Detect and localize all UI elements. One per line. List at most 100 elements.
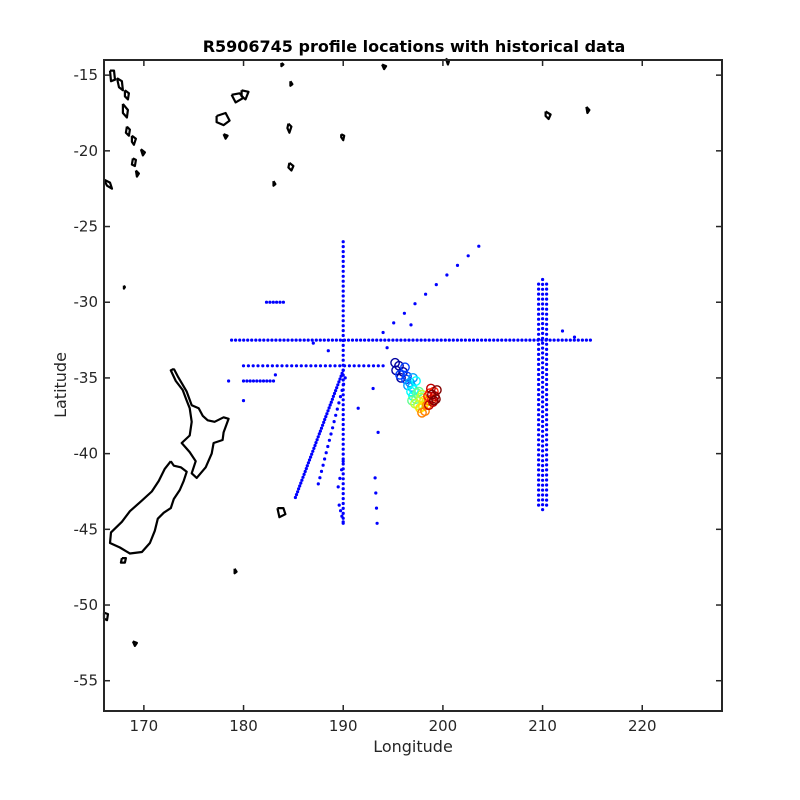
historical-point: [480, 338, 484, 342]
historical-point: [484, 338, 488, 342]
historical-point: [299, 481, 303, 485]
historical-point: [341, 511, 345, 515]
historical-point: [341, 501, 345, 506]
historical-point: [541, 297, 545, 301]
historical-point: [537, 362, 541, 366]
historical-point: [301, 475, 305, 479]
historical-point: [296, 490, 300, 494]
historical-point: [545, 398, 549, 402]
historical-point: [264, 300, 269, 304]
historical-point: [537, 297, 541, 301]
historical-point: [327, 438, 331, 442]
historical-point: [376, 364, 380, 368]
historical-point: [537, 398, 541, 402]
x-axis-label: Longitude: [373, 737, 453, 756]
historical-point: [341, 284, 345, 288]
profile-point: [428, 395, 439, 406]
historical-point: [318, 429, 322, 433]
historical-point: [286, 338, 290, 342]
coastline-15: [240, 89, 250, 101]
historical-point: [537, 302, 541, 306]
historical-point: [340, 371, 344, 375]
historical-point: [413, 302, 417, 306]
historical-point: [537, 493, 541, 497]
historical-point: [541, 371, 545, 375]
historical-point: [356, 406, 360, 410]
historical-point: [302, 472, 306, 476]
historical-point: [537, 463, 541, 467]
historical-point: [560, 338, 564, 342]
historical-point: [341, 413, 345, 417]
historical-point: [312, 446, 316, 450]
profile-locations-layer: [390, 357, 442, 418]
historical-point: [359, 338, 363, 342]
historical-point: [341, 294, 345, 298]
historical-point: [541, 390, 545, 394]
historical-point: [331, 394, 335, 398]
coastline-26: [233, 568, 238, 575]
historical-point: [330, 338, 334, 342]
historical-point: [541, 366, 545, 370]
historical-point: [302, 338, 306, 342]
historical-point: [341, 299, 345, 303]
historical-point: [266, 338, 270, 342]
historical-point: [341, 393, 345, 397]
historical-point: [537, 317, 541, 321]
historical-point: [588, 338, 593, 342]
historical-point: [537, 418, 541, 422]
historical-point: [541, 336, 545, 340]
historical-point: [343, 364, 347, 368]
historical-point: [541, 449, 545, 453]
historical-point: [374, 491, 378, 495]
coastline-13: [215, 111, 231, 127]
historical-point: [545, 357, 549, 361]
historical-point: [409, 323, 413, 327]
historical-point: [311, 449, 315, 453]
historical-point: [341, 343, 345, 347]
historical-point: [341, 259, 345, 263]
historical-point: [516, 338, 520, 342]
historical-point: [375, 338, 379, 342]
y-tick-label: -15: [74, 66, 99, 84]
historical-point: [520, 338, 524, 342]
historical-point: [399, 338, 403, 342]
historical-point: [325, 412, 329, 416]
historical-point: [541, 292, 545, 296]
y-tick-label: -40: [74, 445, 99, 463]
historical-point: [332, 391, 337, 396]
historical-point: [307, 458, 312, 462]
historical-point: [340, 468, 344, 472]
x-tick-label: 170: [130, 717, 159, 735]
historical-point: [297, 487, 301, 491]
historical-point: [541, 346, 545, 350]
historical-point: [300, 478, 304, 482]
historical-point: [326, 444, 330, 449]
historical-point: [326, 409, 330, 413]
historical-point: [357, 364, 361, 368]
historical-point: [310, 452, 314, 456]
historical-point: [537, 453, 541, 457]
historical-point: [545, 463, 549, 467]
historical-point: [341, 398, 345, 402]
historical-point: [294, 364, 299, 368]
profile-point: [431, 385, 442, 395]
coastline-30: [272, 180, 277, 187]
plot-frame: [103, 59, 723, 712]
historical-point: [324, 415, 328, 419]
historical-point: [278, 300, 282, 304]
historical-point: [537, 287, 541, 291]
historical-point: [293, 495, 297, 500]
historical-point: [466, 254, 470, 258]
historical-point: [341, 452, 345, 456]
historical-point: [475, 338, 480, 342]
historical-point: [355, 338, 359, 342]
coastline-6: [123, 89, 130, 101]
historical-data-layer: [227, 240, 593, 525]
coastline-16: [222, 133, 229, 140]
historical-point: [537, 483, 541, 487]
historical-point: [545, 448, 549, 452]
historical-point: [447, 338, 451, 342]
historical-point: [341, 427, 345, 431]
historical-point: [265, 379, 269, 383]
historical-point: [341, 368, 345, 372]
